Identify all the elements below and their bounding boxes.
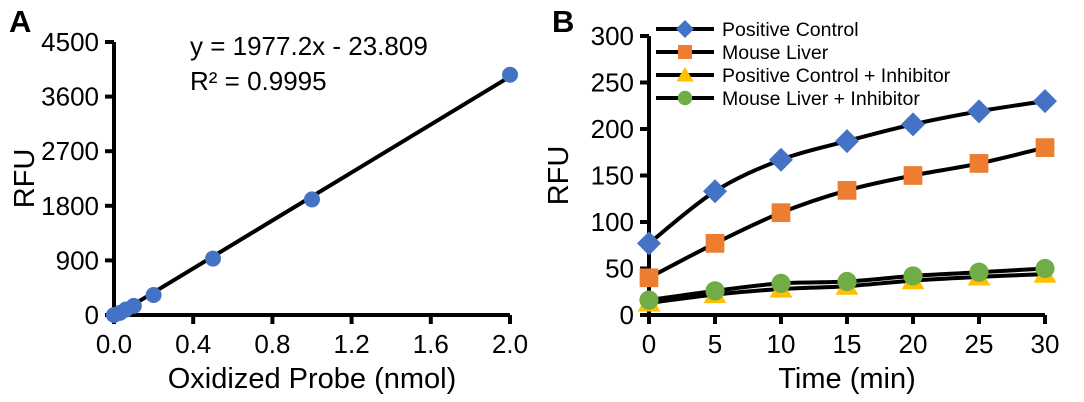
data-point <box>304 191 320 208</box>
panel-a-label: A <box>9 4 32 39</box>
panel-a-y-tick-label: 2700 <box>41 136 99 166</box>
panel-b-y-tick-label: 0 <box>620 300 634 330</box>
equation-text: y = 1977.2x - 23.809 <box>190 31 428 61</box>
series-positive-control <box>637 89 1057 256</box>
panel-b-x-axis-title: Time (min) <box>778 363 915 395</box>
panel-b-label: B <box>552 4 575 39</box>
panel-b-y-tick-label: 200 <box>591 114 634 144</box>
panel-b-y-axis-title: RFU <box>543 146 575 206</box>
data-point <box>145 286 162 303</box>
marker-mouse-liver-inhibitor <box>903 266 923 286</box>
marker-positive-control <box>769 147 793 172</box>
legend-item-positive-control-inhibitor: Positive Control + Inhibitor <box>656 65 951 87</box>
panel-a-chart: 0 900 1800 2700 3600 4500 0.0 0.4 0.8 1.2 1.6 2.0 Ox… <box>9 27 528 395</box>
panel-b-x-tick-label: 30 <box>1031 329 1060 359</box>
marker-positive-control <box>835 129 859 154</box>
marker-mouse-liver-inhibitor <box>1035 258 1055 279</box>
panel-a-y-tick-label: 900 <box>56 245 99 275</box>
legend-item-mouse-liver: Mouse Liver <box>656 42 829 64</box>
legend-marker-mouse-liver <box>677 44 693 60</box>
panel-b-y-tick-label: 100 <box>591 207 634 237</box>
panel-a-x-tick-label: 0.4 <box>175 329 211 359</box>
panel-a-x-tick-label: 1.6 <box>413 329 449 359</box>
legend-marker-mouse-liver-inhibitor <box>677 90 693 106</box>
data-point <box>502 66 518 83</box>
panel-b-x-tick-label: 0 <box>642 329 656 359</box>
legend-label-positive-control-inhibitor: Positive Control + Inhibitor <box>722 65 951 87</box>
marker-positive-control <box>703 179 727 204</box>
legend-item-mouse-liver-inhibitor: Mouse Liver + Inhibitor <box>656 88 920 110</box>
panel-b-chart: 0 50 100 150 200 250 300 0 5 10 15 20 25 30 Time (min)… <box>543 19 1059 395</box>
data-point <box>205 250 221 267</box>
panel-b-x-tick-label: 15 <box>833 329 862 359</box>
legend-marker-positive-control <box>676 20 694 38</box>
marker-mouse-liver-inhibitor <box>771 273 791 293</box>
legend-label-mouse-liver: Mouse Liver <box>722 42 829 64</box>
panel-a-y-tick-label: 4500 <box>41 27 99 57</box>
panel-b-x-tick-label: 20 <box>899 329 928 359</box>
marker-mouse-liver <box>903 166 923 185</box>
marker-mouse-liver <box>1035 138 1055 157</box>
panel-b-y-tick-label: 50 <box>605 254 634 284</box>
panel-a-x-tick-label: 1.2 <box>334 329 370 359</box>
panel-a-y-axis-title: RFU <box>9 149 41 209</box>
marker-mouse-liver <box>639 268 659 288</box>
legend-label-mouse-liver-inhibitor: Mouse Liver + Inhibitor <box>722 88 920 110</box>
marker-positive-control <box>1033 89 1057 114</box>
series-mouse-liver-inhibitor <box>639 258 1055 310</box>
marker-mouse-liver-inhibitor <box>705 281 725 301</box>
panel-a-y-tick-label: 3600 <box>41 82 99 112</box>
panel-a-y-tick-label: 1800 <box>41 191 99 221</box>
panel-b-y-tick-label: 250 <box>591 68 634 98</box>
legend-label-positive-control: Positive Control <box>722 19 859 41</box>
panel-a-x-tick-label: 0.0 <box>96 329 132 359</box>
marker-mouse-liver <box>771 203 791 223</box>
marker-mouse-liver <box>837 181 857 200</box>
panel-a-x-tick-label: 0.8 <box>254 329 290 359</box>
marker-mouse-liver-inhibitor <box>969 262 989 282</box>
marker-mouse-liver-inhibitor <box>837 271 857 292</box>
legend-item-positive-control: Positive Control <box>656 19 859 41</box>
panel-a-x-tick-label: 2.0 <box>492 329 528 359</box>
panel-a-y-tick-label: 0 <box>85 300 99 330</box>
r-squared-text: R² = 0.9995 <box>190 66 327 96</box>
panel-b-y-tick-label: 150 <box>591 161 634 191</box>
data-point <box>125 297 142 314</box>
marker-mouse-liver <box>969 154 989 173</box>
panel-b-y-tick-label: 300 <box>591 21 634 51</box>
series-mouse-liver <box>639 138 1055 288</box>
panel-b-x-tick-label: 25 <box>965 329 994 359</box>
panel-b-x-tick-label: 5 <box>708 329 722 359</box>
legend-marker-positive-control-inhibitor <box>676 66 694 82</box>
marker-mouse-liver-inhibitor <box>639 290 659 310</box>
panel-b-x-tick-label: 10 <box>767 329 796 359</box>
marker-positive-control <box>967 99 991 124</box>
panel-a-x-axis-title: Oxidized Probe (nmol) <box>168 363 457 395</box>
marker-mouse-liver <box>705 234 725 253</box>
marker-positive-control <box>637 231 661 256</box>
marker-positive-control <box>901 112 925 137</box>
